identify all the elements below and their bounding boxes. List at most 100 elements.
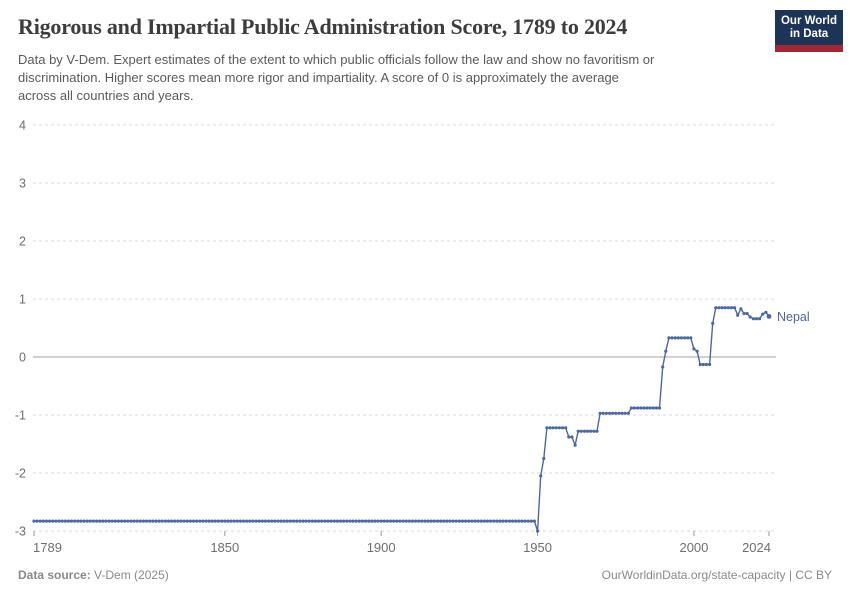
data-point-marker[interactable] — [132, 519, 136, 523]
data-point-marker[interactable] — [679, 336, 684, 340]
data-point-marker[interactable] — [48, 519, 52, 523]
data-point-marker[interactable] — [223, 519, 227, 523]
data-point-marker[interactable] — [467, 519, 471, 523]
series-label-nepal[interactable]: Nepal — [777, 310, 810, 324]
data-point-marker[interactable] — [548, 426, 552, 430]
data-point-marker[interactable] — [589, 429, 593, 433]
data-point-marker[interactable] — [101, 519, 105, 523]
data-point-marker[interactable] — [345, 519, 349, 523]
data-point-marker[interactable] — [113, 519, 117, 523]
data-point-marker[interactable] — [348, 519, 352, 523]
data-point-marker[interactable] — [545, 426, 549, 430]
data-point-marker[interactable] — [479, 519, 483, 523]
data-point-marker[interactable] — [632, 406, 637, 410]
data-point-marker[interactable] — [551, 426, 555, 430]
data-point-marker[interactable] — [748, 315, 752, 319]
data-point-marker[interactable] — [32, 519, 36, 523]
data-point-marker[interactable] — [320, 519, 324, 523]
data-point-marker[interactable] — [160, 519, 164, 523]
data-point-marker[interactable] — [429, 519, 433, 523]
data-point-marker[interactable] — [335, 519, 339, 523]
data-point-marker[interactable] — [282, 519, 286, 523]
data-point-marker[interactable] — [614, 411, 618, 415]
data-point-marker[interactable] — [379, 519, 383, 523]
data-point-marker[interactable] — [432, 519, 436, 523]
data-point-marker[interactable] — [711, 321, 715, 325]
data-point-marker[interactable] — [104, 519, 108, 523]
data-point-marker[interactable] — [220, 519, 224, 523]
data-point-marker[interactable] — [166, 519, 171, 523]
data-point-marker[interactable] — [554, 426, 558, 430]
series-nepal[interactable] — [32, 306, 772, 533]
data-point-marker[interactable] — [51, 519, 55, 523]
data-point-marker[interactable] — [95, 519, 99, 523]
data-point-marker[interactable] — [329, 519, 333, 523]
data-point-marker[interactable] — [670, 336, 674, 340]
data-point-marker[interactable] — [326, 519, 330, 523]
data-point-marker[interactable] — [683, 336, 687, 340]
owid-logo[interactable]: Our World in Data — [775, 10, 843, 52]
data-point-marker[interactable] — [745, 311, 749, 316]
data-point-marker[interactable] — [529, 519, 533, 523]
data-point-marker[interactable] — [651, 406, 655, 410]
data-point-marker[interactable] — [460, 519, 465, 523]
data-point-marker[interactable] — [742, 311, 746, 316]
data-point-marker[interactable] — [69, 519, 74, 523]
data-point-marker[interactable] — [639, 406, 643, 410]
data-point-marker[interactable] — [582, 429, 587, 433]
data-point-marker[interactable] — [235, 519, 239, 523]
data-point-marker[interactable] — [151, 519, 155, 523]
data-point-marker[interactable] — [504, 519, 508, 523]
data-point-marker[interactable] — [723, 306, 727, 310]
data-point-marker[interactable] — [273, 519, 277, 523]
data-point-marker[interactable] — [464, 519, 468, 523]
data-point-marker[interactable] — [123, 519, 127, 523]
data-point-marker[interactable] — [157, 519, 161, 523]
data-point-marker[interactable] — [673, 336, 677, 340]
data-point-marker[interactable] — [260, 519, 264, 523]
data-point-marker[interactable] — [98, 519, 102, 523]
data-point-marker[interactable] — [701, 362, 705, 367]
data-point-marker[interactable] — [232, 519, 236, 523]
data-point-marker[interactable] — [382, 519, 386, 523]
data-point-marker[interactable] — [389, 519, 393, 523]
data-point-marker[interactable] — [35, 519, 39, 523]
data-point-marker[interactable] — [482, 519, 486, 523]
data-point-marker[interactable] — [88, 519, 92, 523]
data-point-marker[interactable] — [317, 519, 321, 523]
data-point-marker[interactable] — [692, 347, 696, 351]
data-point-marker[interactable] — [611, 411, 615, 415]
data-point-marker[interactable] — [145, 519, 149, 523]
data-point-marker[interactable] — [601, 411, 605, 415]
data-point-marker[interactable] — [758, 317, 762, 321]
data-point-marker[interactable] — [561, 426, 565, 430]
data-point-marker[interactable] — [729, 306, 734, 310]
data-point-marker[interactable] — [451, 519, 455, 523]
data-point-marker[interactable] — [617, 411, 621, 415]
data-point-marker[interactable] — [423, 519, 427, 523]
data-point-marker[interactable] — [257, 519, 261, 523]
data-point-marker[interactable] — [454, 519, 458, 523]
data-point-marker[interactable] — [176, 519, 180, 523]
data-point-marker[interactable] — [576, 429, 580, 433]
data-point-marker[interactable] — [476, 519, 480, 523]
data-point-marker[interactable] — [501, 519, 505, 523]
data-point-marker[interactable] — [288, 519, 293, 523]
data-point-marker[interactable] — [564, 426, 568, 430]
data-point-marker[interactable] — [363, 519, 368, 523]
data-point-marker[interactable] — [445, 519, 449, 523]
data-point-marker[interactable] — [598, 411, 602, 415]
data-point-marker[interactable] — [285, 519, 289, 523]
data-point-marker[interactable] — [138, 519, 142, 523]
data-point-marker[interactable] — [207, 519, 211, 523]
data-point-marker[interactable] — [54, 519, 58, 523]
data-point-marker[interactable] — [79, 519, 83, 523]
data-point-marker[interactable] — [185, 519, 189, 523]
data-point-marker[interactable] — [213, 519, 217, 523]
data-point-marker[interactable] — [536, 529, 540, 533]
data-point-marker[interactable] — [323, 519, 327, 523]
data-point-marker[interactable] — [191, 519, 196, 523]
data-point-marker[interactable] — [407, 519, 411, 523]
data-point-marker[interactable] — [107, 519, 111, 523]
data-point-marker[interactable] — [642, 406, 646, 410]
